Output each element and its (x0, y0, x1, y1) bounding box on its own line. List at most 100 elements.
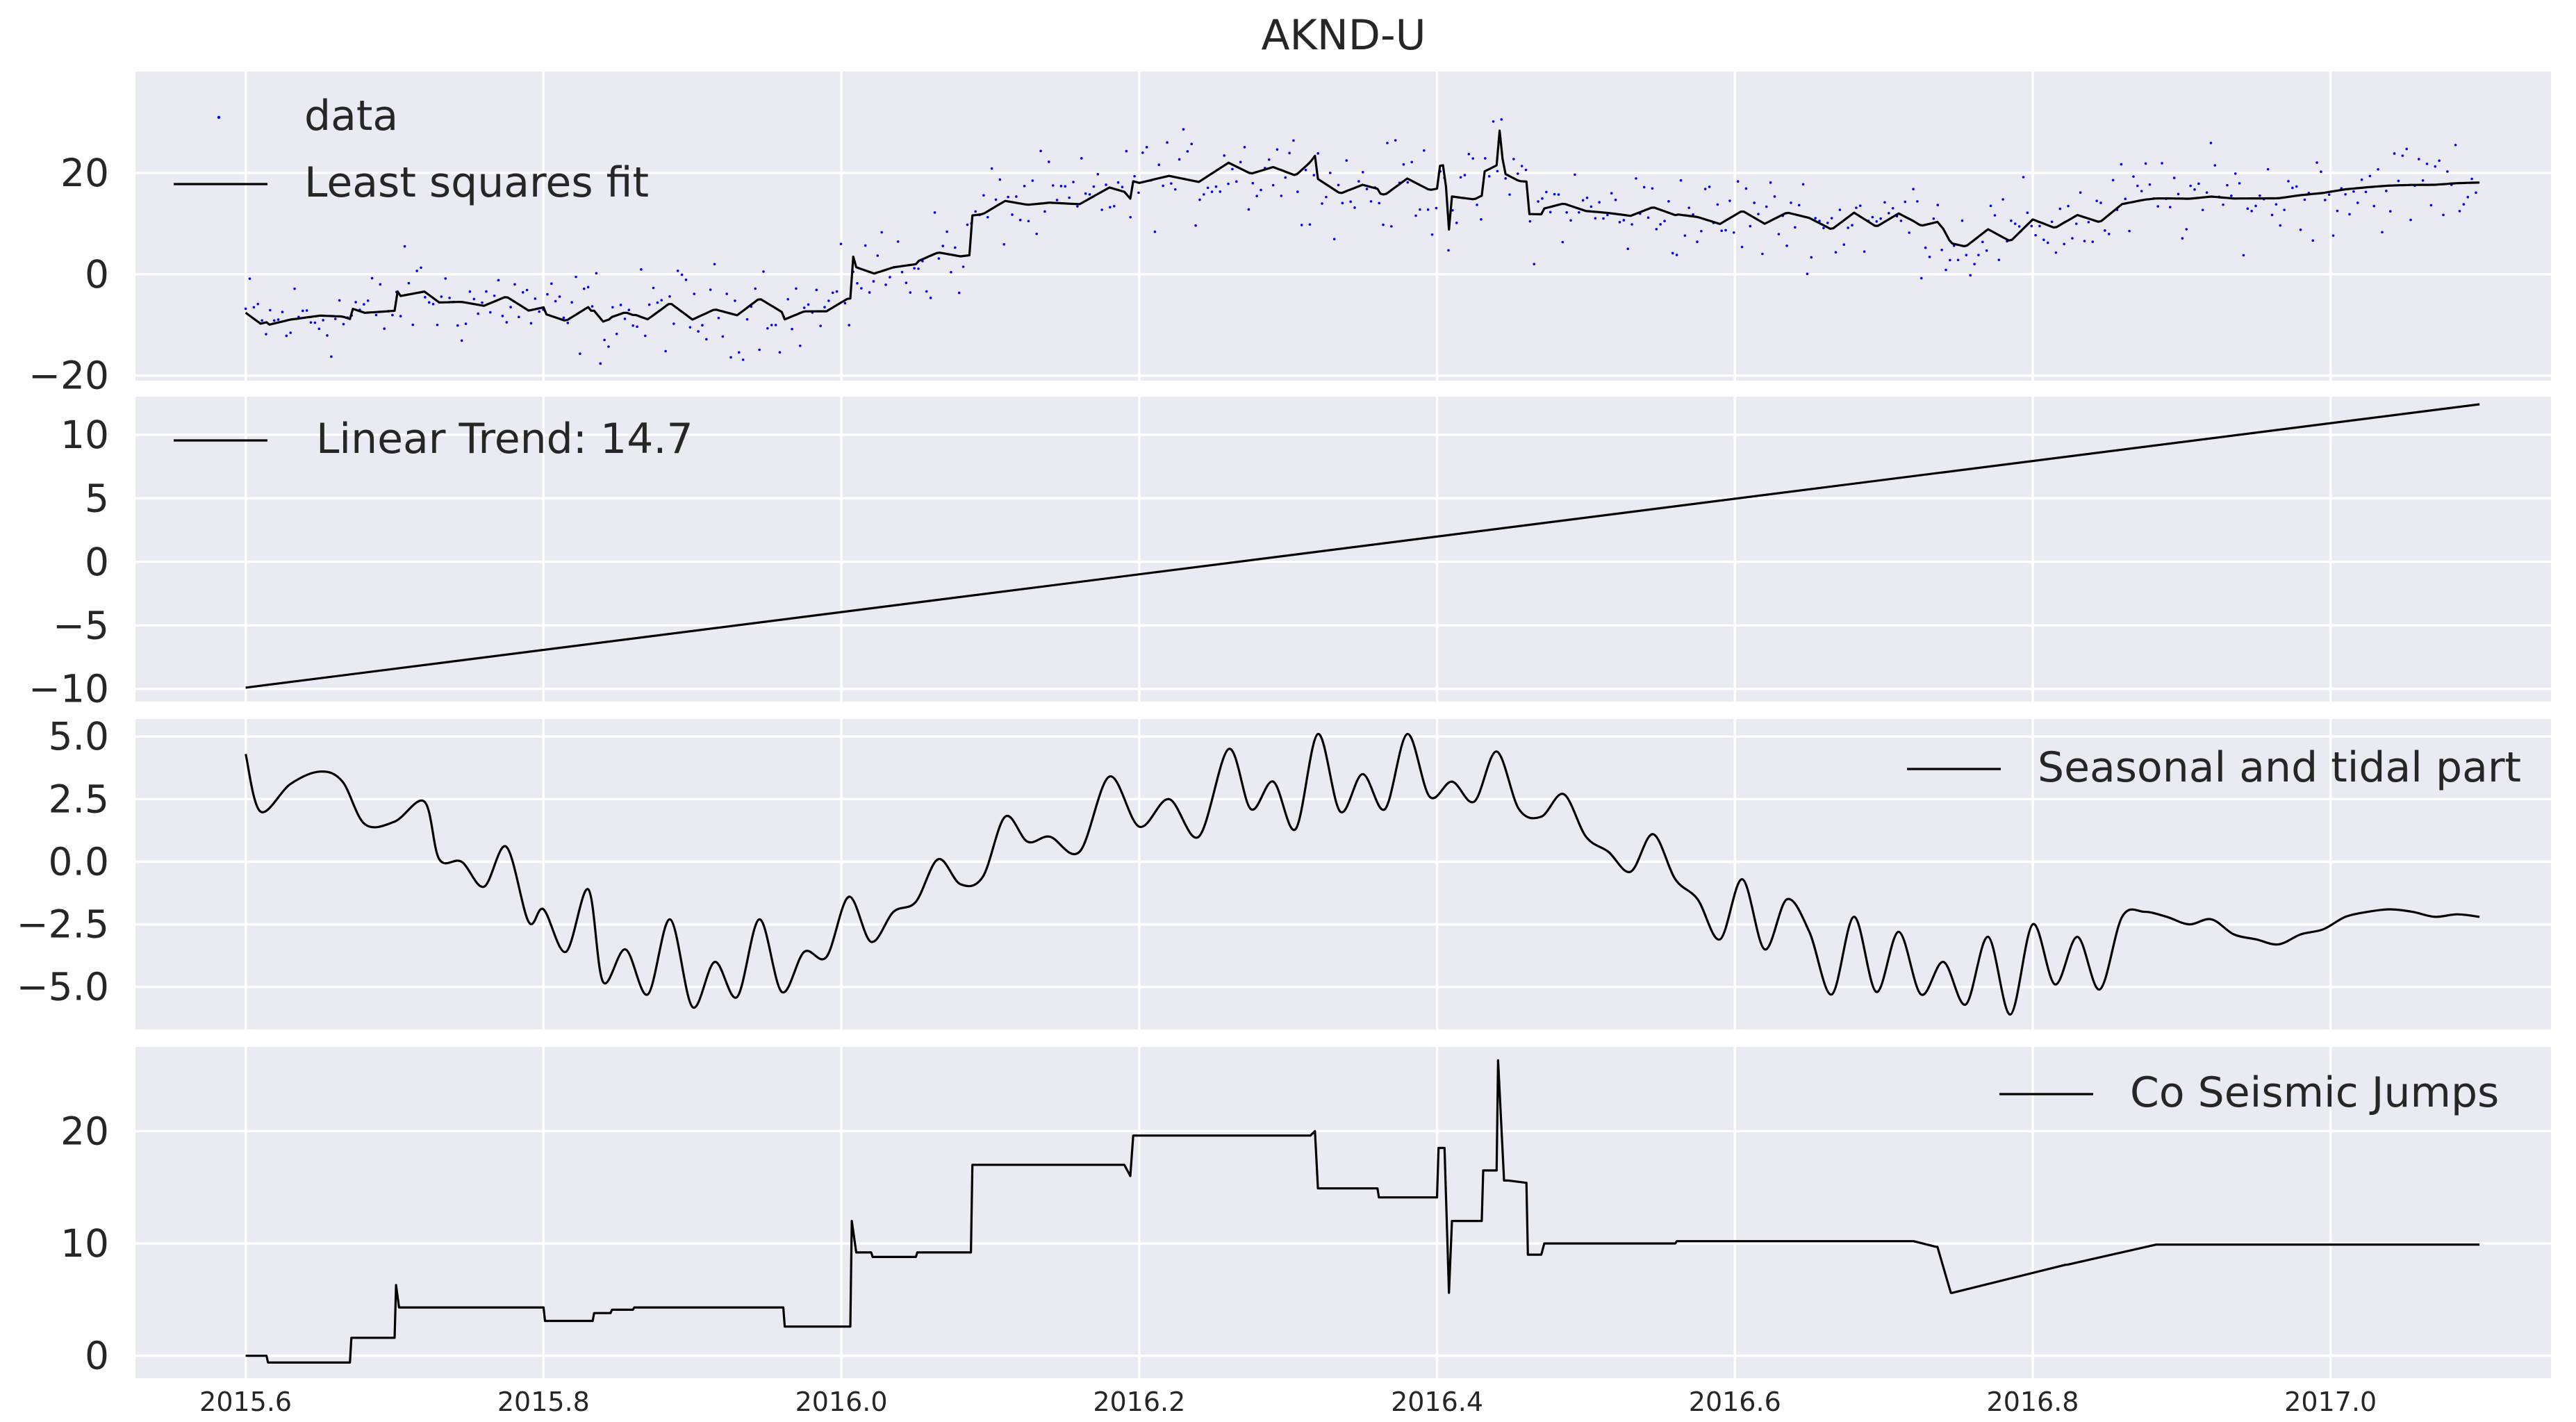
y-tick-label: −2.5 (16, 902, 109, 947)
data-point (2181, 237, 2184, 240)
data-point (1321, 202, 1323, 205)
data-point (2063, 242, 2066, 246)
data-point (431, 302, 435, 306)
data-point (1655, 228, 1658, 231)
data-point (1569, 219, 1572, 222)
data-point (1068, 196, 1071, 199)
data-point (611, 306, 614, 309)
data-point (1924, 246, 1927, 249)
y-tick-label: 10 (60, 1221, 109, 1266)
data-point (1740, 245, 1744, 249)
series-line-seasonal (245, 733, 2480, 1016)
data-point (917, 267, 920, 270)
data-point (1875, 220, 1879, 223)
data-point (697, 330, 700, 333)
data-point (1708, 185, 1711, 188)
data-point (383, 327, 386, 330)
data-point (2352, 190, 2355, 193)
data-point (1724, 229, 1727, 232)
data-point (2172, 176, 2176, 179)
data-point (795, 287, 798, 290)
data-point (1332, 238, 1336, 240)
data-point (1325, 195, 1328, 199)
data-point (1304, 168, 1307, 172)
data-point (1162, 184, 1164, 188)
data-point (407, 281, 411, 285)
data-point (1581, 199, 1585, 202)
data-point (2222, 203, 2224, 206)
data-point (1048, 160, 1050, 163)
data-point (256, 302, 260, 306)
data-point (1602, 217, 1605, 220)
data-point (1337, 183, 1340, 187)
data-point (424, 296, 427, 299)
data-point (2401, 154, 2404, 157)
data-point (1904, 200, 1907, 204)
data-point (709, 288, 712, 291)
data-point (994, 198, 998, 201)
data-point (1251, 181, 1255, 185)
data-point (1011, 213, 1014, 216)
data-point (627, 308, 631, 312)
data-point (2405, 147, 2408, 151)
data-point (2234, 172, 2237, 175)
data-point (2148, 183, 2152, 186)
x-tick-label: 2015.6 (199, 1387, 292, 1417)
data-point (2079, 191, 2082, 194)
data-point (1500, 118, 1503, 121)
data-point (2279, 224, 2282, 227)
data-point (2344, 192, 2347, 196)
data-point (2364, 190, 2368, 194)
data-point (338, 299, 341, 302)
data-point (1626, 247, 1630, 250)
data-point (1863, 250, 1866, 253)
data-point (819, 324, 822, 327)
data-point (2315, 161, 2318, 164)
data-point (745, 317, 749, 321)
data-point (1023, 185, 1026, 188)
data-point (713, 263, 716, 266)
data-point (1949, 258, 1951, 262)
data-point (925, 290, 928, 293)
data-point (1145, 146, 1148, 149)
data-point (558, 295, 561, 298)
data-point (575, 275, 577, 279)
data-point (1888, 212, 1890, 215)
y-tick-label: 10 (60, 413, 109, 457)
data-point (456, 324, 459, 327)
data-point (1039, 149, 1042, 153)
y-tick-label: 20 (60, 151, 109, 195)
data-point (1818, 220, 1821, 222)
data-point (333, 317, 337, 320)
data-point (1928, 256, 1931, 258)
data-point (1157, 163, 1161, 166)
data-point (1480, 218, 1483, 221)
data-point (1271, 183, 1275, 187)
plot-area (245, 403, 2480, 689)
data-point (1410, 160, 1413, 164)
data-point (2054, 251, 2058, 254)
data-point (741, 358, 745, 361)
data-point (1484, 157, 1487, 160)
data-point (1402, 163, 1405, 166)
data-point (615, 332, 618, 336)
data-point (2270, 213, 2274, 217)
data-point (860, 287, 863, 290)
data-point (1981, 240, 1984, 244)
data-point (872, 280, 875, 283)
data-point (1121, 185, 1124, 188)
data-point (2442, 213, 2445, 217)
data-point (1280, 195, 1283, 197)
data-point (2161, 162, 2163, 165)
data-point (281, 311, 284, 313)
data-point (754, 287, 757, 290)
data-point (342, 322, 345, 326)
data-point (1790, 201, 1792, 204)
data-point (1646, 216, 1650, 220)
data-point (2193, 188, 2196, 191)
x-tick-label: 2016.6 (1689, 1387, 1781, 1417)
data-point (1178, 158, 1181, 161)
data-point (1541, 197, 1544, 200)
data-point (1956, 258, 1960, 262)
data-point (2299, 228, 2302, 231)
